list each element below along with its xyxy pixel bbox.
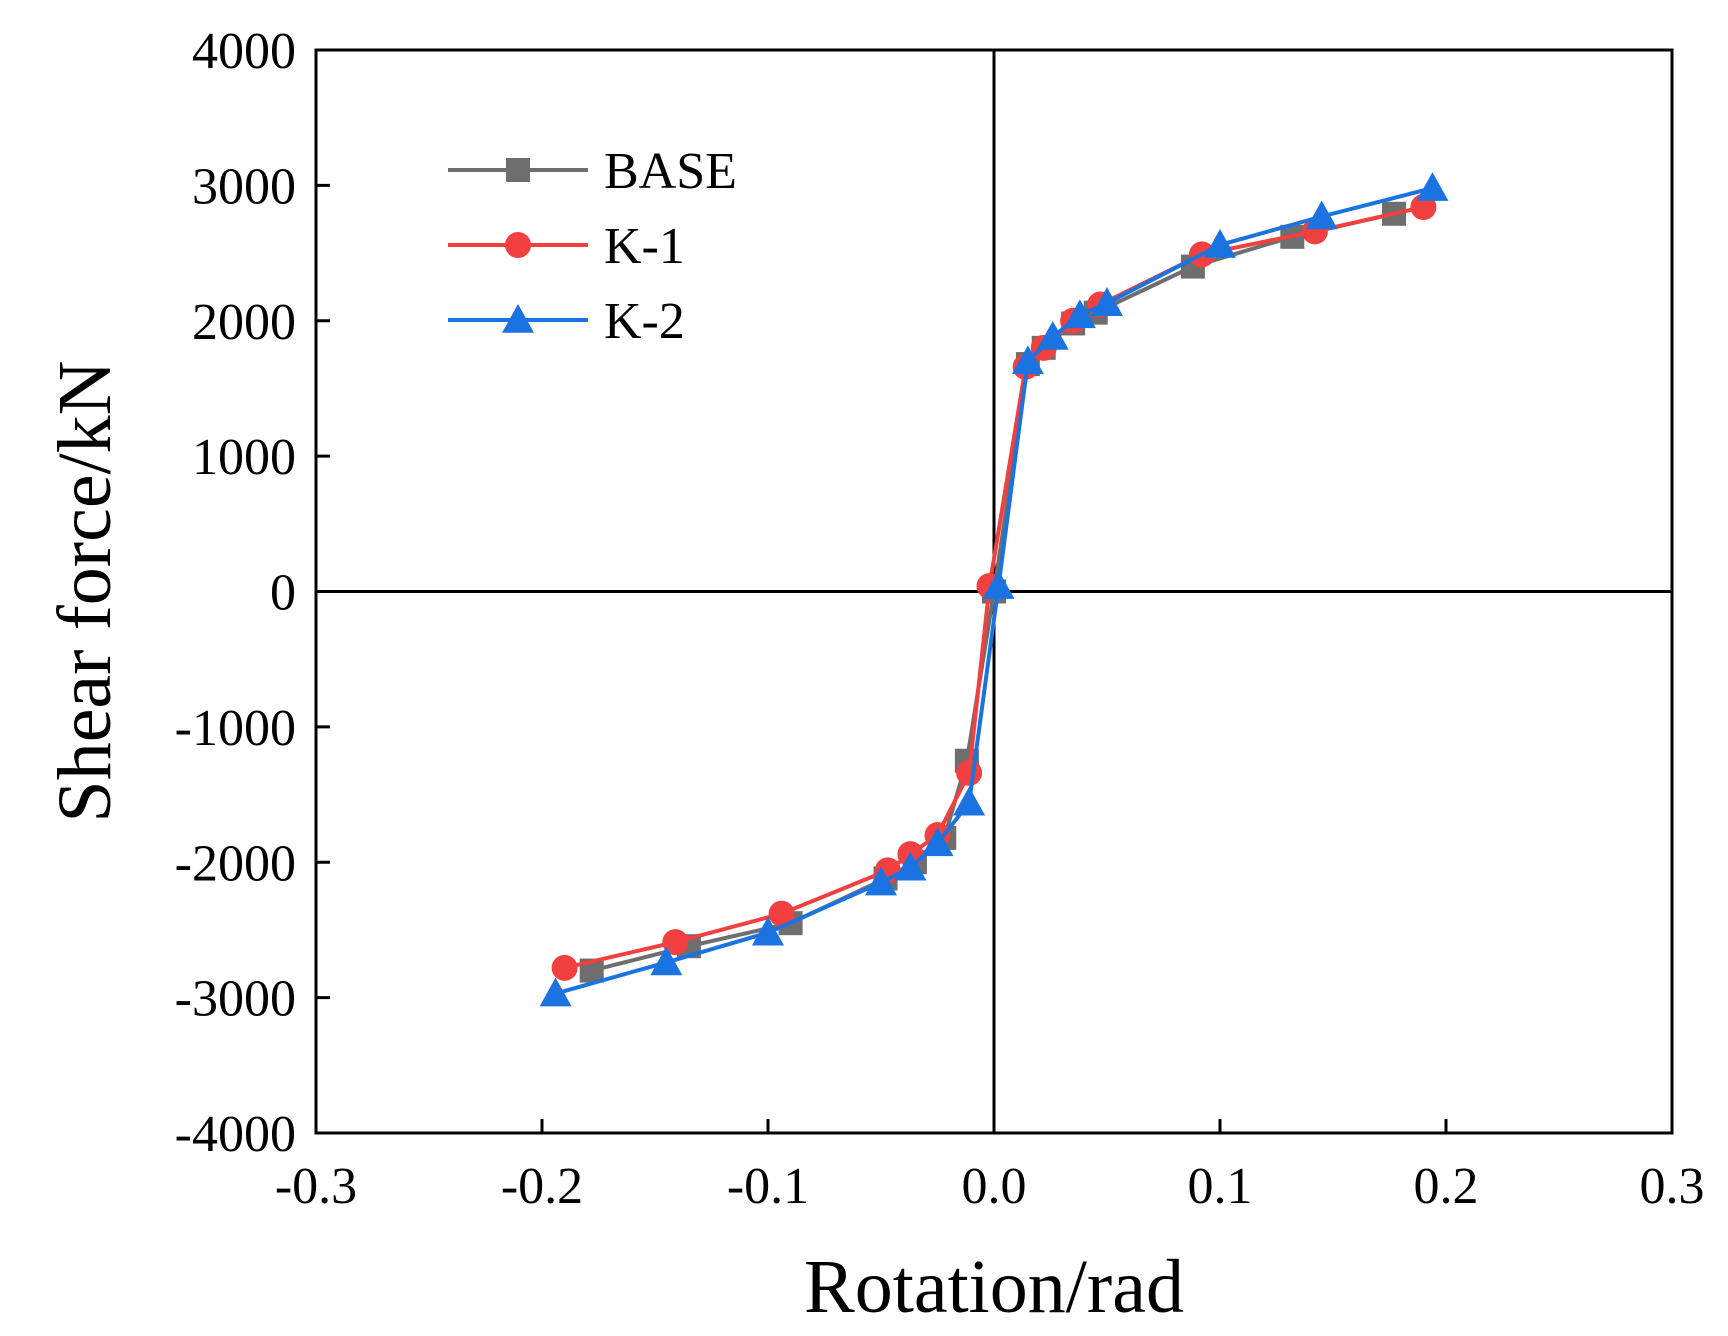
legend-item-k-1: K-1 bbox=[448, 218, 685, 275]
legend-item-k-2: K-2 bbox=[448, 293, 685, 350]
x-tick-label: 0.3 bbox=[1640, 1158, 1705, 1215]
y-tick-label: 4000 bbox=[192, 23, 296, 80]
x-tick-label: 0.0 bbox=[962, 1158, 1027, 1215]
data-point-k-2 bbox=[1416, 172, 1449, 201]
series-layer bbox=[539, 172, 1449, 1007]
y-tick-label: -2000 bbox=[175, 835, 296, 892]
y-tick-label: -4000 bbox=[175, 1106, 296, 1163]
data-point-k-2 bbox=[865, 866, 897, 896]
x-tick-label: 0.2 bbox=[1414, 1158, 1479, 1215]
x-tick-label: -0.1 bbox=[727, 1158, 809, 1215]
tick-labels: -0.3 -0.2 -0.1 0.0 0.1 0.2 0.3 -4000 -3000 -2000 -… bbox=[175, 23, 1705, 1215]
data-point-k-2 bbox=[1011, 345, 1044, 375]
y-tick-label: -1000 bbox=[175, 700, 296, 757]
x-tick-label: -0.2 bbox=[501, 1158, 583, 1215]
y-tick-label: 2000 bbox=[192, 294, 296, 351]
data-point-k-2 bbox=[1091, 287, 1123, 316]
legend-marker-k-2 bbox=[502, 304, 534, 333]
data-point-k-2 bbox=[921, 827, 954, 857]
data-point-k-2 bbox=[1063, 299, 1096, 329]
legend-label-k-2: K-2 bbox=[604, 293, 685, 350]
y-tick-label: -3000 bbox=[175, 971, 296, 1028]
data-point-k-1 bbox=[662, 929, 689, 956]
data-point-k-2 bbox=[1036, 320, 1069, 350]
data-point-k-2 bbox=[752, 916, 784, 946]
data-point-k-2 bbox=[953, 786, 986, 816]
legend-label-base: BASE bbox=[604, 143, 737, 200]
data-point-k-2 bbox=[1305, 200, 1338, 230]
legend-marker-k-1 bbox=[505, 232, 531, 258]
data-point-k-2 bbox=[894, 851, 927, 881]
x-axis-title: Rotation/rad bbox=[804, 1245, 1184, 1329]
legend: BASE K-1 K-2 bbox=[448, 143, 737, 350]
data-point-k-1 bbox=[768, 900, 795, 927]
data-point-k-2 bbox=[539, 977, 572, 1007]
legend-label-k-1: K-1 bbox=[604, 218, 685, 275]
y-tick-label: 0 bbox=[270, 565, 296, 622]
y-tick-label: 1000 bbox=[192, 429, 296, 486]
x-tick-label: -0.3 bbox=[275, 1158, 357, 1215]
legend-marker-base bbox=[506, 158, 530, 182]
y-tick-label: 3000 bbox=[192, 158, 296, 215]
series-k-2 bbox=[539, 172, 1449, 1007]
axis-ticks bbox=[314, 48, 1674, 1135]
data-point-k-1 bbox=[956, 759, 983, 786]
data-point-k-2 bbox=[650, 946, 683, 976]
data-point-k-2 bbox=[1204, 228, 1236, 258]
data-point-k-1 bbox=[551, 954, 578, 981]
x-tick-label: 0.1 bbox=[1188, 1158, 1253, 1215]
y-axis-title: Shear force/kN bbox=[43, 360, 127, 822]
data-point-k-2 bbox=[982, 570, 1015, 599]
legend-item-base: BASE bbox=[448, 143, 737, 200]
